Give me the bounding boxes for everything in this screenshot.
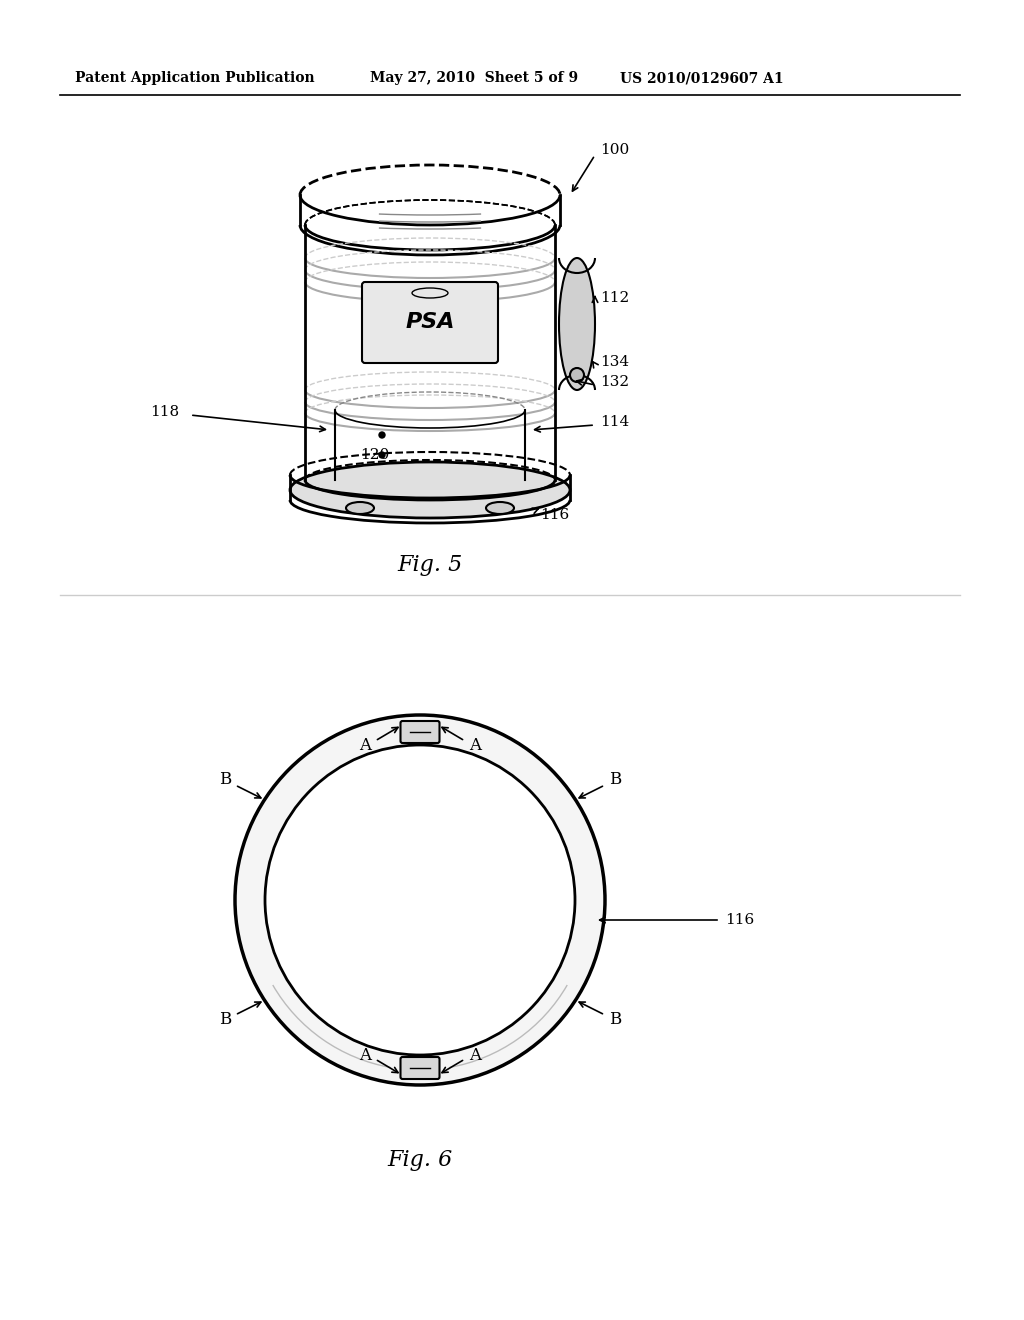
Text: Fig. 5: Fig. 5 [397,554,463,576]
Ellipse shape [486,502,514,513]
Text: A: A [359,737,371,754]
Text: 116: 116 [725,913,755,927]
FancyBboxPatch shape [362,282,498,363]
Text: B: B [219,771,231,788]
Ellipse shape [559,257,595,389]
Circle shape [265,744,575,1055]
Text: 112: 112 [600,290,630,305]
Text: 116: 116 [540,508,569,521]
Circle shape [234,715,605,1085]
Text: Fig. 6: Fig. 6 [387,1148,453,1171]
Circle shape [379,432,385,438]
Text: B: B [609,1011,622,1028]
Text: 100: 100 [600,143,630,157]
Text: 118: 118 [150,405,179,418]
Ellipse shape [290,462,570,517]
Text: Patent Application Publication: Patent Application Publication [75,71,314,84]
Ellipse shape [346,502,374,513]
Text: May 27, 2010  Sheet 5 of 9: May 27, 2010 Sheet 5 of 9 [370,71,579,84]
FancyBboxPatch shape [400,1057,439,1078]
Text: B: B [219,1011,231,1028]
Text: 132: 132 [600,375,629,389]
Text: A: A [359,1047,371,1064]
Text: PSA: PSA [406,313,455,333]
Ellipse shape [570,368,584,381]
Circle shape [379,451,385,458]
Text: 134: 134 [600,355,629,370]
Text: US 2010/0129607 A1: US 2010/0129607 A1 [620,71,783,84]
Text: A: A [469,737,481,754]
FancyBboxPatch shape [400,721,439,743]
Text: B: B [609,771,622,788]
Text: 114: 114 [600,414,630,429]
Text: 120: 120 [360,447,389,462]
Text: A: A [469,1047,481,1064]
